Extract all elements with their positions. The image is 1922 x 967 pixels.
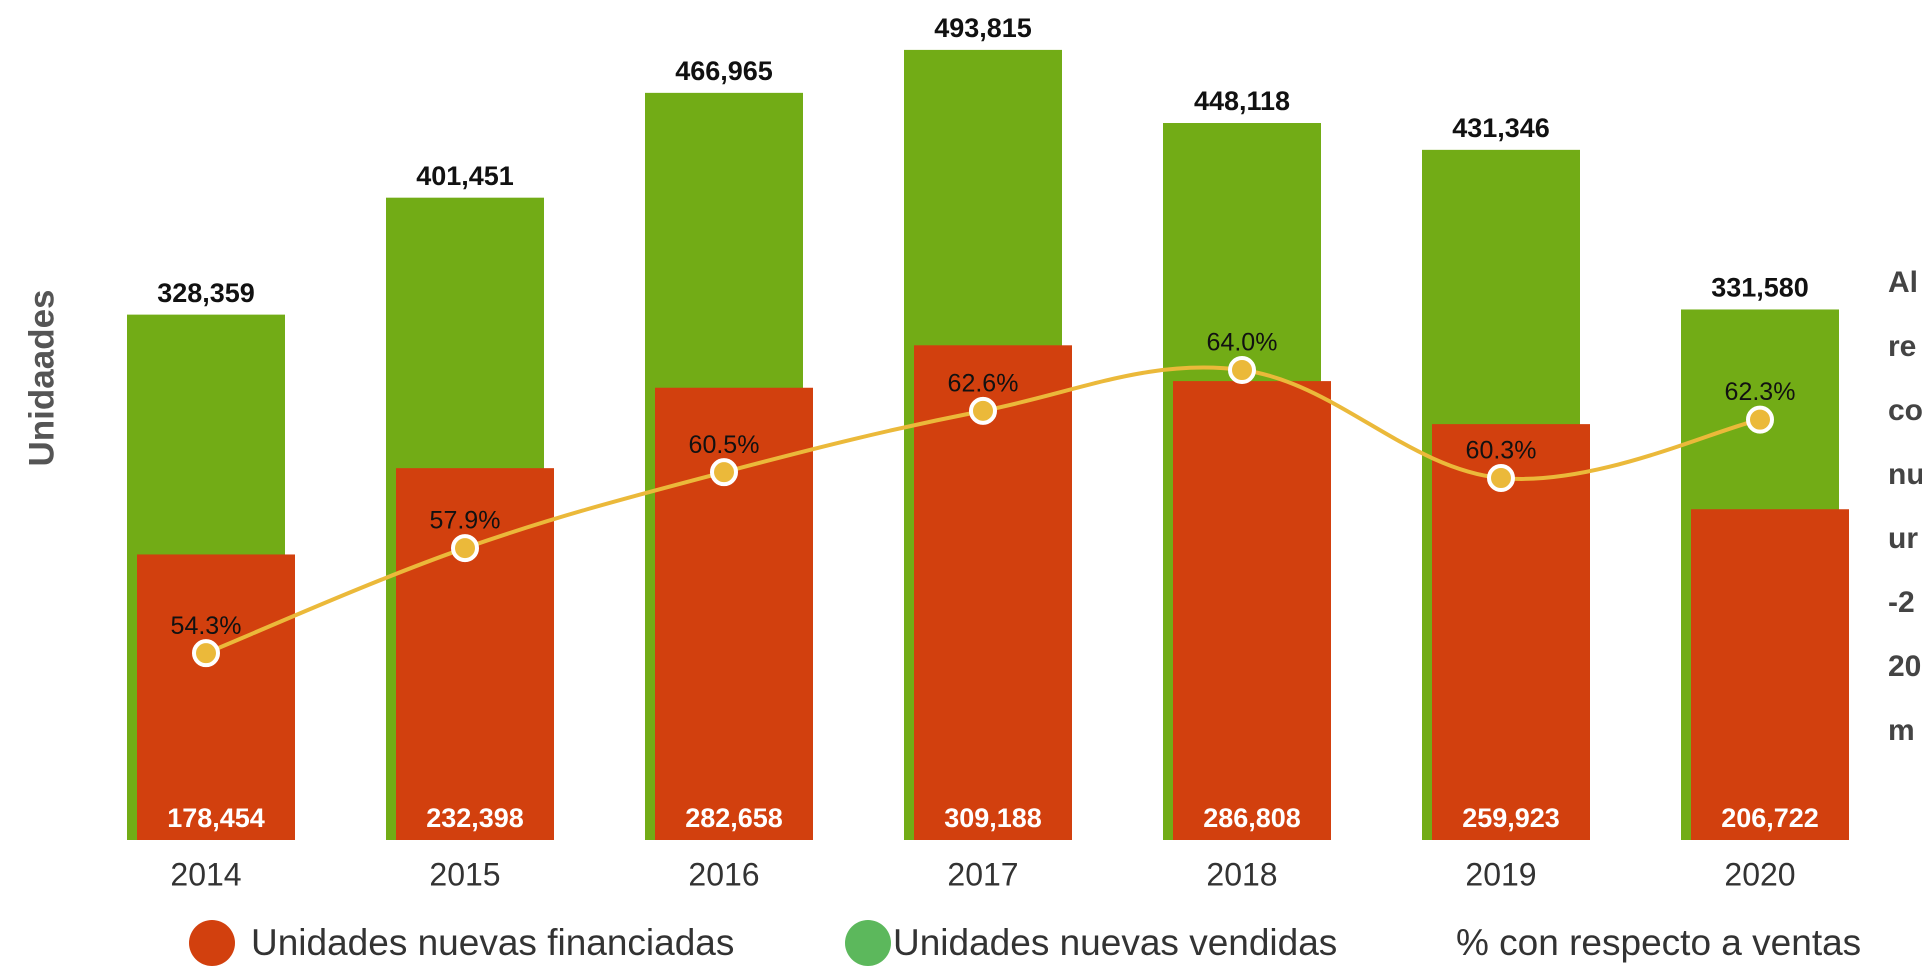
bar (914, 345, 1072, 840)
data-label: 401,451 (416, 161, 514, 191)
data-label: 206,722 (1721, 803, 1819, 833)
point (710, 458, 738, 487)
data-label: 64.0% (1207, 329, 1278, 357)
point (1487, 464, 1515, 493)
annotation: ur (1888, 522, 1918, 555)
data-label: 466,965 (675, 56, 773, 86)
annotation: -2 (1888, 586, 1915, 619)
x-tick-label: 2019 (1465, 856, 1536, 892)
data-label: 62.3% (1725, 378, 1796, 406)
bar (1432, 424, 1590, 840)
point (192, 639, 220, 668)
data-label: 286,808 (1203, 803, 1301, 833)
data-label: 178,454 (167, 803, 265, 833)
x-tick-label: 2015 (429, 856, 500, 892)
point (1746, 405, 1774, 434)
bar (1691, 509, 1849, 840)
data-label: 448,118 (1194, 86, 1290, 116)
x-tick-label: 2017 (947, 856, 1018, 892)
data-label: 328,359 (157, 278, 255, 308)
data-label: 431,346 (1452, 113, 1550, 143)
data-label: 62.6% (948, 369, 1019, 397)
x-tick-label: 2020 (1724, 856, 1795, 892)
data-label: 282,658 (685, 803, 783, 833)
bar (1173, 381, 1331, 840)
data-label: 60.5% (689, 431, 760, 459)
legend-label: Unidades nuevas financiadas (251, 922, 734, 963)
annotation: m (1888, 714, 1915, 747)
data-label: 232,398 (426, 803, 524, 833)
point (451, 534, 479, 563)
legend-marker (845, 920, 891, 966)
x-tick-label: 2016 (688, 856, 759, 892)
data-label: 57.9% (430, 507, 501, 535)
legend-label: % con respecto a ventas (1456, 922, 1861, 963)
y-axis-label: Unidaades (22, 290, 61, 467)
point (1228, 355, 1256, 384)
x-tick-label: 2014 (170, 856, 241, 892)
data-label: 331,580 (1711, 273, 1809, 303)
x-tick-label: 2018 (1206, 856, 1277, 892)
legend-label: Unidades nuevas vendidas (893, 922, 1337, 963)
data-label: 54.3% (171, 612, 242, 640)
legend-marker (189, 920, 235, 966)
data-label: 493,815 (934, 13, 1032, 43)
annotation: Al (1888, 266, 1918, 299)
data-label: 259,923 (1462, 803, 1560, 833)
annotation: 20 (1888, 650, 1921, 683)
annotation: re (1888, 330, 1916, 363)
point (969, 396, 997, 425)
annotation: co (1888, 394, 1922, 427)
bar (137, 554, 295, 840)
data-label: 309,188 (944, 803, 1042, 833)
data-label: 60.3% (1466, 437, 1537, 465)
bar (396, 468, 554, 840)
annotation: nu (1888, 458, 1922, 491)
